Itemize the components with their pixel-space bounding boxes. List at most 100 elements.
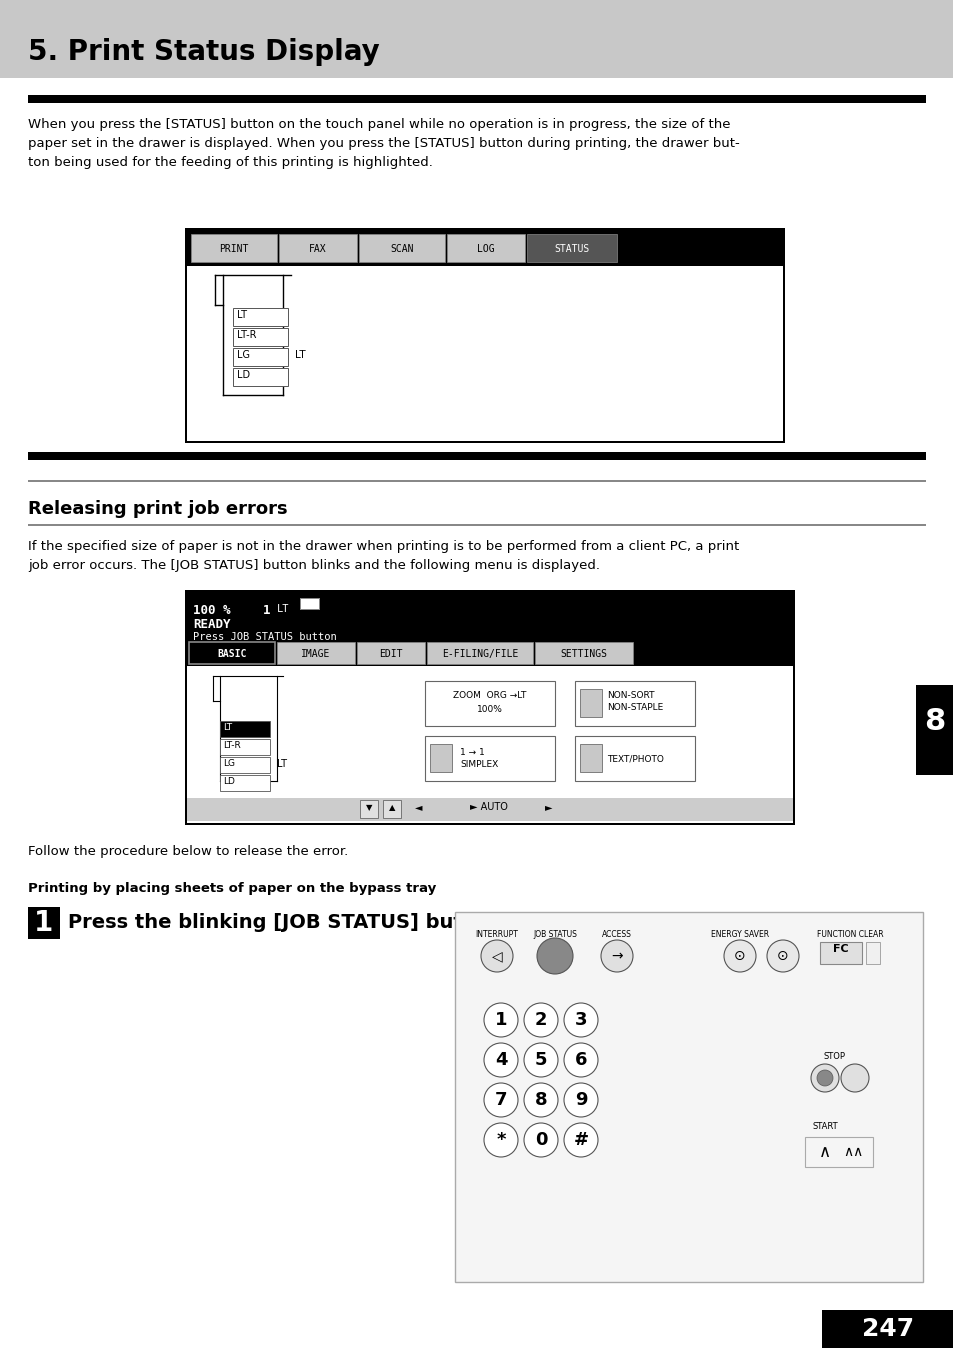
Bar xyxy=(187,666,792,824)
Circle shape xyxy=(523,1043,558,1077)
Circle shape xyxy=(483,1043,517,1077)
Text: FUNCTION CLEAR: FUNCTION CLEAR xyxy=(816,930,882,940)
Text: 4: 4 xyxy=(495,1051,507,1069)
Text: 1: 1 xyxy=(263,604,271,617)
Circle shape xyxy=(841,1064,868,1092)
Text: LT-R: LT-R xyxy=(223,741,240,749)
Bar xyxy=(220,739,270,755)
Bar xyxy=(301,599,318,609)
Circle shape xyxy=(563,1003,598,1037)
Bar xyxy=(820,942,862,964)
Text: ∧∧: ∧∧ xyxy=(842,1144,862,1159)
Text: ENERGY SAVER: ENERGY SAVER xyxy=(710,930,768,940)
Text: LG: LG xyxy=(236,350,250,360)
Text: FAX: FAX xyxy=(309,244,327,253)
Circle shape xyxy=(563,1043,598,1077)
Text: Printing by placing sheets of paper on the bypass tray: Printing by placing sheets of paper on t… xyxy=(28,882,436,895)
Text: 2: 2 xyxy=(535,1011,547,1029)
Circle shape xyxy=(810,1064,838,1092)
Text: ◁: ◁ xyxy=(491,949,502,962)
Bar xyxy=(427,642,533,665)
Text: Press JOB STATUS button: Press JOB STATUS button xyxy=(193,632,336,642)
Text: ACCESS: ACCESS xyxy=(601,930,631,940)
Text: 100 %: 100 % xyxy=(193,604,231,617)
Text: 247: 247 xyxy=(861,1317,913,1341)
Circle shape xyxy=(523,1123,558,1157)
Bar xyxy=(430,744,452,772)
Circle shape xyxy=(483,1123,517,1157)
Text: 1 → 1: 1 → 1 xyxy=(459,748,484,758)
Text: SCAN: SCAN xyxy=(390,244,414,253)
Text: When you press the [STATUS] button on the touch panel while no operation is in p: When you press the [STATUS] button on th… xyxy=(28,119,739,168)
Text: 3: 3 xyxy=(574,1011,587,1029)
Bar xyxy=(526,235,617,262)
Text: ► AUTO: ► AUTO xyxy=(470,802,507,811)
Bar xyxy=(299,599,319,611)
Circle shape xyxy=(523,1082,558,1117)
Text: TEXT/PHOTO: TEXT/PHOTO xyxy=(606,754,663,763)
Text: START: START xyxy=(811,1122,837,1131)
Text: 8: 8 xyxy=(534,1091,547,1109)
Text: ∧: ∧ xyxy=(818,1143,830,1161)
Text: 8: 8 xyxy=(923,708,944,736)
Text: INTERRUPT: INTERRUPT xyxy=(475,930,517,940)
Text: 6: 6 xyxy=(574,1051,587,1069)
Bar xyxy=(821,1310,953,1348)
Text: ▲: ▲ xyxy=(388,803,395,811)
Bar xyxy=(220,775,270,791)
Text: STOP: STOP xyxy=(823,1051,845,1061)
Text: SIMPLEX: SIMPLEX xyxy=(459,760,497,768)
Text: 5. Print Status Display: 5. Print Status Display xyxy=(28,38,379,66)
Bar xyxy=(356,642,424,665)
Bar xyxy=(915,685,953,775)
Bar xyxy=(185,228,784,443)
Text: 7: 7 xyxy=(495,1091,507,1109)
Text: LD: LD xyxy=(236,369,250,380)
Text: READY: READY xyxy=(193,617,231,631)
Bar xyxy=(358,235,444,262)
Bar xyxy=(804,1136,872,1167)
Bar xyxy=(424,681,555,727)
Text: PRINT: PRINT xyxy=(219,244,249,253)
Bar xyxy=(359,799,377,818)
Text: LT: LT xyxy=(276,604,289,613)
Circle shape xyxy=(537,938,573,975)
Circle shape xyxy=(483,1082,517,1117)
Text: →: → xyxy=(611,949,622,962)
Bar xyxy=(575,681,695,727)
Circle shape xyxy=(523,1003,558,1037)
Bar xyxy=(424,736,555,780)
Text: If the specified size of paper is not in the drawer when printing is to be perfo: If the specified size of paper is not in… xyxy=(28,541,739,572)
Bar xyxy=(189,642,274,665)
Circle shape xyxy=(563,1082,598,1117)
Text: JOB STATUS: JOB STATUS xyxy=(533,930,577,940)
Text: LT: LT xyxy=(236,310,247,319)
Text: ▼: ▼ xyxy=(365,803,372,811)
Bar xyxy=(447,235,524,262)
Bar xyxy=(220,721,270,737)
Text: SETTINGS: SETTINGS xyxy=(560,648,607,659)
Bar xyxy=(185,590,794,825)
Text: 0: 0 xyxy=(535,1131,547,1148)
Text: LT-R: LT-R xyxy=(236,330,256,340)
Text: IMAGE: IMAGE xyxy=(301,648,331,659)
Text: FC: FC xyxy=(832,944,848,954)
Text: NON-STAPLE: NON-STAPLE xyxy=(606,704,662,712)
Circle shape xyxy=(480,940,513,972)
Bar xyxy=(278,235,356,262)
Bar xyxy=(382,799,400,818)
Text: LOG: LOG xyxy=(476,244,495,253)
Text: ZOOM  ORG →LT: ZOOM ORG →LT xyxy=(453,692,526,700)
Text: 100%: 100% xyxy=(476,705,502,714)
Text: E-FILING/FILE: E-FILING/FILE xyxy=(441,648,517,659)
Bar xyxy=(455,913,923,1282)
Bar xyxy=(28,452,925,460)
Circle shape xyxy=(483,1003,517,1037)
Text: *: * xyxy=(496,1131,505,1148)
Text: LT: LT xyxy=(294,350,305,360)
Bar xyxy=(28,94,925,102)
Bar xyxy=(187,798,792,821)
Bar xyxy=(28,480,925,481)
Bar xyxy=(233,348,288,367)
Text: ◄: ◄ xyxy=(415,802,422,811)
